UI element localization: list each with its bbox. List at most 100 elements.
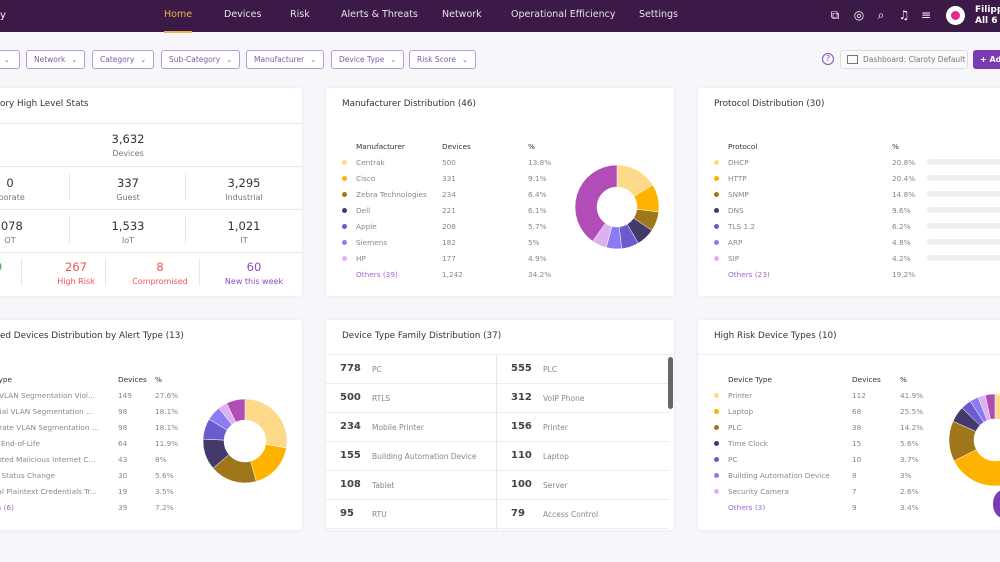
cell-name: PLC	[728, 423, 742, 432]
search-icon[interactable]: ⌕	[877, 8, 885, 22]
stat-label[interactable]: IT	[240, 236, 248, 245]
device-family-item[interactable]: 312 VoIP Phone	[497, 384, 669, 413]
filter-risk-score[interactable]: Risk Score ⌄	[409, 50, 476, 69]
device-family-item[interactable]: 155 Building Automation Device	[326, 442, 496, 471]
column-header: Devices	[442, 142, 471, 151]
device-family-name: Building Automation Device	[372, 452, 477, 461]
cell-devices: 15	[852, 439, 862, 448]
tab-risk[interactable]: Risk	[290, 9, 310, 20]
device-count: 234	[340, 421, 361, 432]
help-icon[interactable]: ?	[822, 53, 834, 65]
cell-pct: 5.6%	[900, 439, 919, 448]
stat-value: 3,632	[111, 132, 145, 146]
cell-pct: 5.7%	[528, 222, 547, 231]
others-name: ers (6)	[0, 503, 14, 512]
tab-alerts-threats[interactable]: Alerts & Threats	[341, 9, 418, 20]
device-family-item[interactable]: 234 Mobile Printer	[326, 413, 496, 442]
tab-devices[interactable]: Devices	[224, 9, 262, 20]
legend-dot-icon	[342, 160, 347, 165]
support-icon[interactable]: ◎	[853, 8, 865, 22]
device-family-item[interactable]: 95 RTU	[326, 500, 496, 529]
cell-name: DNS	[728, 206, 744, 215]
device-count: 100	[511, 479, 532, 490]
device-family-item[interactable]: 110 Laptop	[497, 442, 669, 471]
legend-dot-icon	[714, 160, 719, 165]
stat-label: High Risk	[57, 277, 95, 286]
add-widget-button[interactable]: + Ad	[973, 50, 1000, 69]
stat-label[interactable]: IoT	[121, 236, 135, 245]
cell-pct: 5%	[528, 238, 540, 247]
cell-devices: 30	[118, 471, 128, 480]
device-family-item[interactable]: 108 Tablet	[326, 471, 496, 500]
user-menu[interactable]: FilippAll 6 S	[975, 5, 1000, 27]
card-title: ed Devices Distribution by Alert Type (1…	[0, 331, 184, 341]
stat-label[interactable]: OT	[4, 236, 16, 245]
filter-manufacturer[interactable]: Manufacturer ⌄	[246, 50, 325, 69]
stat-value: 8	[156, 260, 164, 274]
cell-pct: 18.1%	[155, 423, 179, 432]
donut-slice[interactable]	[574, 164, 618, 242]
tab-home[interactable]: Home	[164, 9, 193, 33]
donut-slice[interactable]	[244, 398, 288, 449]
stat-label[interactable]: Guest	[116, 193, 140, 202]
cell-pct: 9.1%	[528, 174, 547, 183]
cell-pct: 18.1%	[155, 407, 179, 416]
device-family-item[interactable]: 100 Server	[497, 471, 669, 500]
cell-pct: 27.6%	[155, 391, 179, 400]
cell-pct: 11.9%	[155, 439, 179, 448]
stat-value: 1,533	[111, 219, 145, 233]
stat-label[interactable]: Industrial	[225, 193, 263, 202]
cell-name: HP	[356, 254, 366, 263]
filter-site[interactable]: ⌄	[0, 50, 20, 69]
protocol-bar	[927, 159, 1000, 165]
stat-0[interactable]: 29ne	[0, 260, 45, 286]
device-family-item[interactable]: 79 Access Control	[497, 500, 669, 529]
screenshot-icon[interactable]: ⧉	[830, 8, 840, 22]
donut-slice[interactable]	[994, 393, 1000, 480]
tab-operational-efficiency[interactable]: Operational Efficiency	[511, 9, 616, 20]
others-devices: 39	[118, 503, 128, 512]
legend-dot-icon	[714, 240, 719, 245]
filter-sub-category[interactable]: Sub-Category ⌄	[161, 50, 241, 69]
stat-label[interactable]: rporate	[0, 193, 25, 202]
avatar[interactable]	[946, 6, 965, 25]
column-header: Device Type	[728, 375, 773, 384]
donut-slice[interactable]	[984, 393, 996, 420]
device-family-item[interactable]: 778 PC	[326, 355, 496, 384]
chevron-down-icon: ⌄	[390, 56, 397, 64]
others-name: Others (3)	[728, 503, 766, 512]
cell-name: Zebra Technologies	[356, 190, 427, 199]
chat-button[interactable]	[993, 490, 1000, 518]
column-header: Protocol	[728, 142, 758, 151]
cell-name: Siemens	[356, 238, 388, 247]
filter-category[interactable]: Category ⌄	[92, 50, 155, 69]
tab-network[interactable]: Network	[442, 9, 482, 20]
donut-slice[interactable]	[953, 449, 1000, 487]
device-count: 500	[340, 392, 361, 403]
dashboard-selector[interactable]: Dashboard: Claroty Default	[840, 50, 968, 69]
cell-name: ce End-of-Life	[0, 439, 40, 448]
device-count: 95	[340, 508, 354, 519]
device-family-item[interactable]: 555 PLC	[497, 355, 669, 384]
user-sites: All 6 S	[975, 16, 1000, 26]
device-family-name: Mobile Printer	[372, 423, 424, 432]
donut-slice[interactable]	[226, 398, 246, 423]
filter-icon[interactable]: ≡	[920, 8, 932, 22]
stat-2[interactable]: 8 Compromised	[110, 260, 210, 286]
device-family-item[interactable]: 156 Printer	[497, 413, 669, 442]
cell-pct: 6.4%	[528, 190, 547, 199]
filter-network[interactable]: Network ⌄	[26, 50, 86, 69]
stat-1[interactable]: 267 High Risk	[26, 260, 126, 286]
scrollbar[interactable]	[668, 357, 673, 409]
cell-pct: 8%	[155, 455, 167, 464]
donut-slice[interactable]	[250, 444, 287, 482]
stat-value: 29	[0, 260, 45, 274]
notifications-icon[interactable]: ♫	[898, 8, 910, 22]
device-family-name: PC	[372, 365, 382, 374]
stat-value: 267	[65, 260, 87, 274]
filter-device-type[interactable]: Device Type ⌄	[331, 50, 405, 69]
stat-3[interactable]: 60 New this week	[204, 260, 302, 286]
cell-name: SIP	[728, 254, 740, 263]
device-family-item[interactable]: 500 RTLS	[326, 384, 496, 413]
tab-settings[interactable]: Settings	[639, 9, 678, 20]
